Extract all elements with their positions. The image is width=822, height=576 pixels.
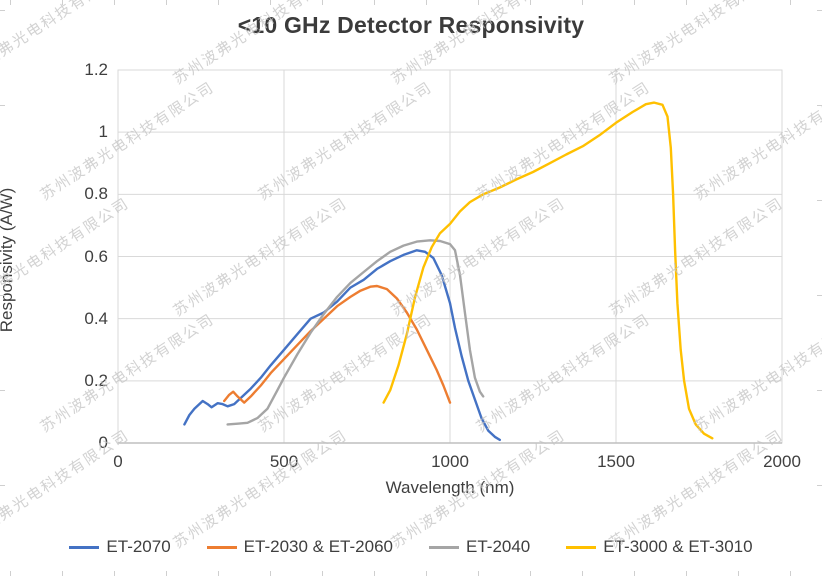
legend-line-marker: [429, 545, 459, 549]
edge-tick: [817, 485, 822, 486]
y-tick-label: 0.6: [84, 246, 108, 266]
edge-tick: [62, 571, 63, 576]
legend-item-et-2030-et-2060: ET-2030 & ET-2060: [206, 537, 393, 557]
edge-tick: [166, 571, 167, 576]
legend-label: ET-2040: [466, 537, 531, 556]
edge-tick: [686, 0, 687, 5]
edge-tick: [817, 200, 822, 201]
y-tick-label: 1: [98, 122, 108, 142]
y-tick-label: 1.2: [84, 60, 108, 79]
edge-tick: [817, 390, 822, 391]
edge-tick: [478, 0, 479, 5]
edge-tick: [0, 105, 5, 106]
edge-tick: [530, 571, 531, 576]
x-tick-label: 1500: [597, 452, 635, 471]
y-axis-title: Responsivity (A/W): [0, 187, 16, 333]
edge-tick: [790, 0, 791, 5]
edge-tick: [686, 571, 687, 576]
x-tick-label: 0: [113, 452, 123, 471]
legend-label: ET-3000 & ET-3010: [603, 537, 753, 556]
legend-item-et-2040: ET-2040: [429, 537, 530, 557]
edge-tick: [426, 0, 427, 5]
x-tick-label: 1000: [431, 452, 469, 471]
series-line-et-2070: [183, 249, 501, 442]
edge-tick: [790, 571, 791, 576]
edge-tick: [817, 295, 822, 296]
series-line-et-3000-et-3010: [382, 101, 714, 440]
y-tick-label: 0.8: [84, 184, 108, 204]
legend-item-et-3000-et-3010: ET-3000 & ET-3010: [566, 537, 753, 557]
edge-tick: [478, 571, 479, 576]
edge-tick: [0, 390, 5, 391]
chart-title: <10 GHz Detector Responsivity: [237, 12, 585, 38]
y-tick-label: 0.4: [84, 308, 108, 328]
edge-tick: [270, 0, 271, 5]
legend-line-marker: [566, 545, 597, 549]
edge-tick: [817, 105, 822, 106]
edge-tick: [114, 571, 115, 576]
edge-tick: [374, 0, 375, 5]
edge-tick: [62, 0, 63, 5]
edge-tick: [426, 571, 427, 576]
edge-tick: [738, 571, 739, 576]
chart-legend: ET-2070 ET-2030 & ET-2060 ET-2040 ET-3000 &…: [0, 537, 822, 557]
edge-tick: [634, 0, 635, 5]
edge-tick: [374, 571, 375, 576]
legend-line-marker: [69, 545, 100, 549]
edge-tick: [530, 0, 531, 5]
edge-tick: [0, 485, 5, 486]
edge-tick: [582, 0, 583, 5]
edge-tick: [10, 0, 11, 5]
series-line-et-2040: [226, 239, 485, 426]
edge-tick: [0, 10, 5, 11]
edge-tick: [0, 200, 5, 201]
legend-label: ET-2070: [106, 537, 171, 556]
edge-tick: [634, 571, 635, 576]
y-tick-label: 0.2: [84, 370, 108, 390]
edge-tick: [322, 571, 323, 576]
edge-tick: [582, 571, 583, 576]
x-tick-label: 2000: [763, 452, 801, 471]
series-line-et-2030-et-2060: [222, 284, 452, 404]
edge-tick: [166, 0, 167, 5]
edge-tick: [218, 571, 219, 576]
legend-line-marker: [206, 545, 237, 549]
legend-item-et-2070: ET-2070: [69, 537, 171, 557]
edge-tick: [270, 571, 271, 576]
edge-tick: [738, 0, 739, 5]
legend-label: ET-2030 & ET-2060: [243, 537, 393, 556]
edge-tick: [114, 0, 115, 5]
y-tick-label: 0: [98, 433, 108, 452]
edge-tick: [10, 571, 11, 576]
x-tick-label: 500: [269, 452, 299, 471]
edge-tick: [0, 295, 5, 296]
edge-tick: [817, 10, 822, 11]
x-axis-title: Wavelength (nm): [385, 478, 515, 497]
edge-tick: [218, 0, 219, 5]
edge-tick: [322, 0, 323, 5]
